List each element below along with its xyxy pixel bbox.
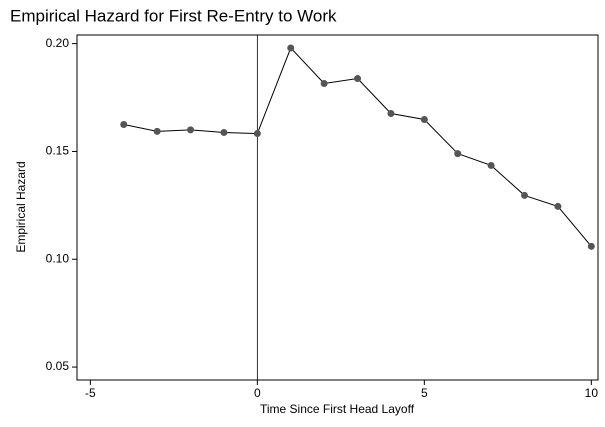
y-tick-label: 0.20 bbox=[46, 36, 70, 50]
data-point bbox=[587, 242, 595, 250]
data-point bbox=[253, 130, 261, 138]
y-axis-label: Empirical Hazard bbox=[14, 161, 28, 252]
y-tick-label: 0.15 bbox=[46, 144, 70, 158]
y-tick-label: 0.05 bbox=[46, 359, 70, 373]
data-point bbox=[487, 161, 495, 169]
x-tick-label: -5 bbox=[85, 386, 96, 400]
data-point bbox=[187, 126, 195, 134]
y-tick-label: 0.10 bbox=[46, 251, 70, 265]
x-tick-label: 5 bbox=[421, 386, 428, 400]
x-tick-label: 0 bbox=[254, 386, 261, 400]
data-point bbox=[220, 128, 228, 136]
data-point bbox=[454, 150, 462, 158]
data-point bbox=[120, 120, 128, 128]
data-point bbox=[387, 109, 395, 117]
x-axis-label: Time Since First Head Layoff bbox=[260, 402, 415, 416]
data-point bbox=[354, 75, 362, 83]
x-tick-label: 10 bbox=[585, 386, 599, 400]
data-point bbox=[554, 202, 562, 210]
data-point bbox=[320, 80, 328, 88]
plot-frame bbox=[76, 34, 599, 381]
data-point bbox=[287, 44, 295, 52]
data-point bbox=[420, 116, 428, 124]
data-point bbox=[153, 127, 161, 135]
data-point bbox=[521, 191, 529, 199]
chart-title: Empirical Hazard for First Re-Entry to W… bbox=[10, 6, 337, 25]
